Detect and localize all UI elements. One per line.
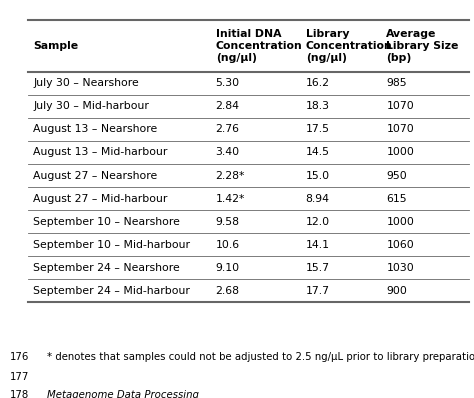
Text: 1030: 1030 bbox=[386, 263, 414, 273]
Text: 18.3: 18.3 bbox=[306, 101, 330, 111]
Text: 1.42*: 1.42* bbox=[216, 193, 245, 204]
Text: 16.2: 16.2 bbox=[306, 78, 330, 88]
Text: 176: 176 bbox=[9, 352, 29, 362]
Text: 9.10: 9.10 bbox=[216, 263, 240, 273]
Text: 2.28*: 2.28* bbox=[216, 170, 245, 181]
Text: 985: 985 bbox=[386, 78, 407, 88]
Text: Initial DNA
Concentration
(ng/µl): Initial DNA Concentration (ng/µl) bbox=[216, 29, 302, 63]
Text: 10.6: 10.6 bbox=[216, 240, 240, 250]
Text: 14.5: 14.5 bbox=[306, 147, 330, 158]
Text: 178: 178 bbox=[9, 390, 29, 398]
Text: 1070: 1070 bbox=[386, 124, 414, 135]
Text: August 27 – Nearshore: August 27 – Nearshore bbox=[33, 170, 157, 181]
Text: July 30 – Mid-harbour: July 30 – Mid-harbour bbox=[33, 101, 149, 111]
Text: August 27 – Mid-harbour: August 27 – Mid-harbour bbox=[33, 193, 167, 204]
Text: Sample: Sample bbox=[33, 41, 78, 51]
Text: 2.76: 2.76 bbox=[216, 124, 240, 135]
Text: 615: 615 bbox=[386, 193, 407, 204]
Text: 12.0: 12.0 bbox=[306, 217, 330, 227]
Text: 177: 177 bbox=[9, 372, 29, 382]
Text: Library
Concentration
(ng/µl): Library Concentration (ng/µl) bbox=[306, 29, 392, 63]
Text: 9.58: 9.58 bbox=[216, 217, 240, 227]
Text: July 30 – Nearshore: July 30 – Nearshore bbox=[33, 78, 139, 88]
Text: August 13 – Nearshore: August 13 – Nearshore bbox=[33, 124, 157, 135]
Text: Average
Library Size
(bp): Average Library Size (bp) bbox=[386, 29, 459, 63]
Text: 17.5: 17.5 bbox=[306, 124, 330, 135]
Text: 1060: 1060 bbox=[386, 240, 414, 250]
Text: 950: 950 bbox=[386, 170, 407, 181]
Text: 1070: 1070 bbox=[386, 101, 414, 111]
Text: 8.94: 8.94 bbox=[306, 193, 330, 204]
Text: 900: 900 bbox=[386, 286, 407, 296]
Text: 5.30: 5.30 bbox=[216, 78, 240, 88]
Text: * denotes that samples could not be adjusted to 2.5 ng/µL prior to library prepa: * denotes that samples could not be adju… bbox=[47, 352, 474, 362]
Text: 1000: 1000 bbox=[386, 147, 414, 158]
Text: September 10 – Nearshore: September 10 – Nearshore bbox=[33, 217, 180, 227]
Text: September 24 – Mid-harbour: September 24 – Mid-harbour bbox=[33, 286, 190, 296]
Text: September 10 – Mid-harbour: September 10 – Mid-harbour bbox=[33, 240, 190, 250]
Text: 1000: 1000 bbox=[386, 217, 414, 227]
Text: Metagenome Data Processing: Metagenome Data Processing bbox=[47, 390, 199, 398]
Text: 15.7: 15.7 bbox=[306, 263, 330, 273]
Text: August 13 – Mid-harbour: August 13 – Mid-harbour bbox=[33, 147, 167, 158]
Text: September 24 – Nearshore: September 24 – Nearshore bbox=[33, 263, 180, 273]
Text: 2.84: 2.84 bbox=[216, 101, 240, 111]
Text: 3.40: 3.40 bbox=[216, 147, 240, 158]
Text: 2.68: 2.68 bbox=[216, 286, 240, 296]
Text: 15.0: 15.0 bbox=[306, 170, 330, 181]
Text: 17.7: 17.7 bbox=[306, 286, 330, 296]
Text: 14.1: 14.1 bbox=[306, 240, 330, 250]
